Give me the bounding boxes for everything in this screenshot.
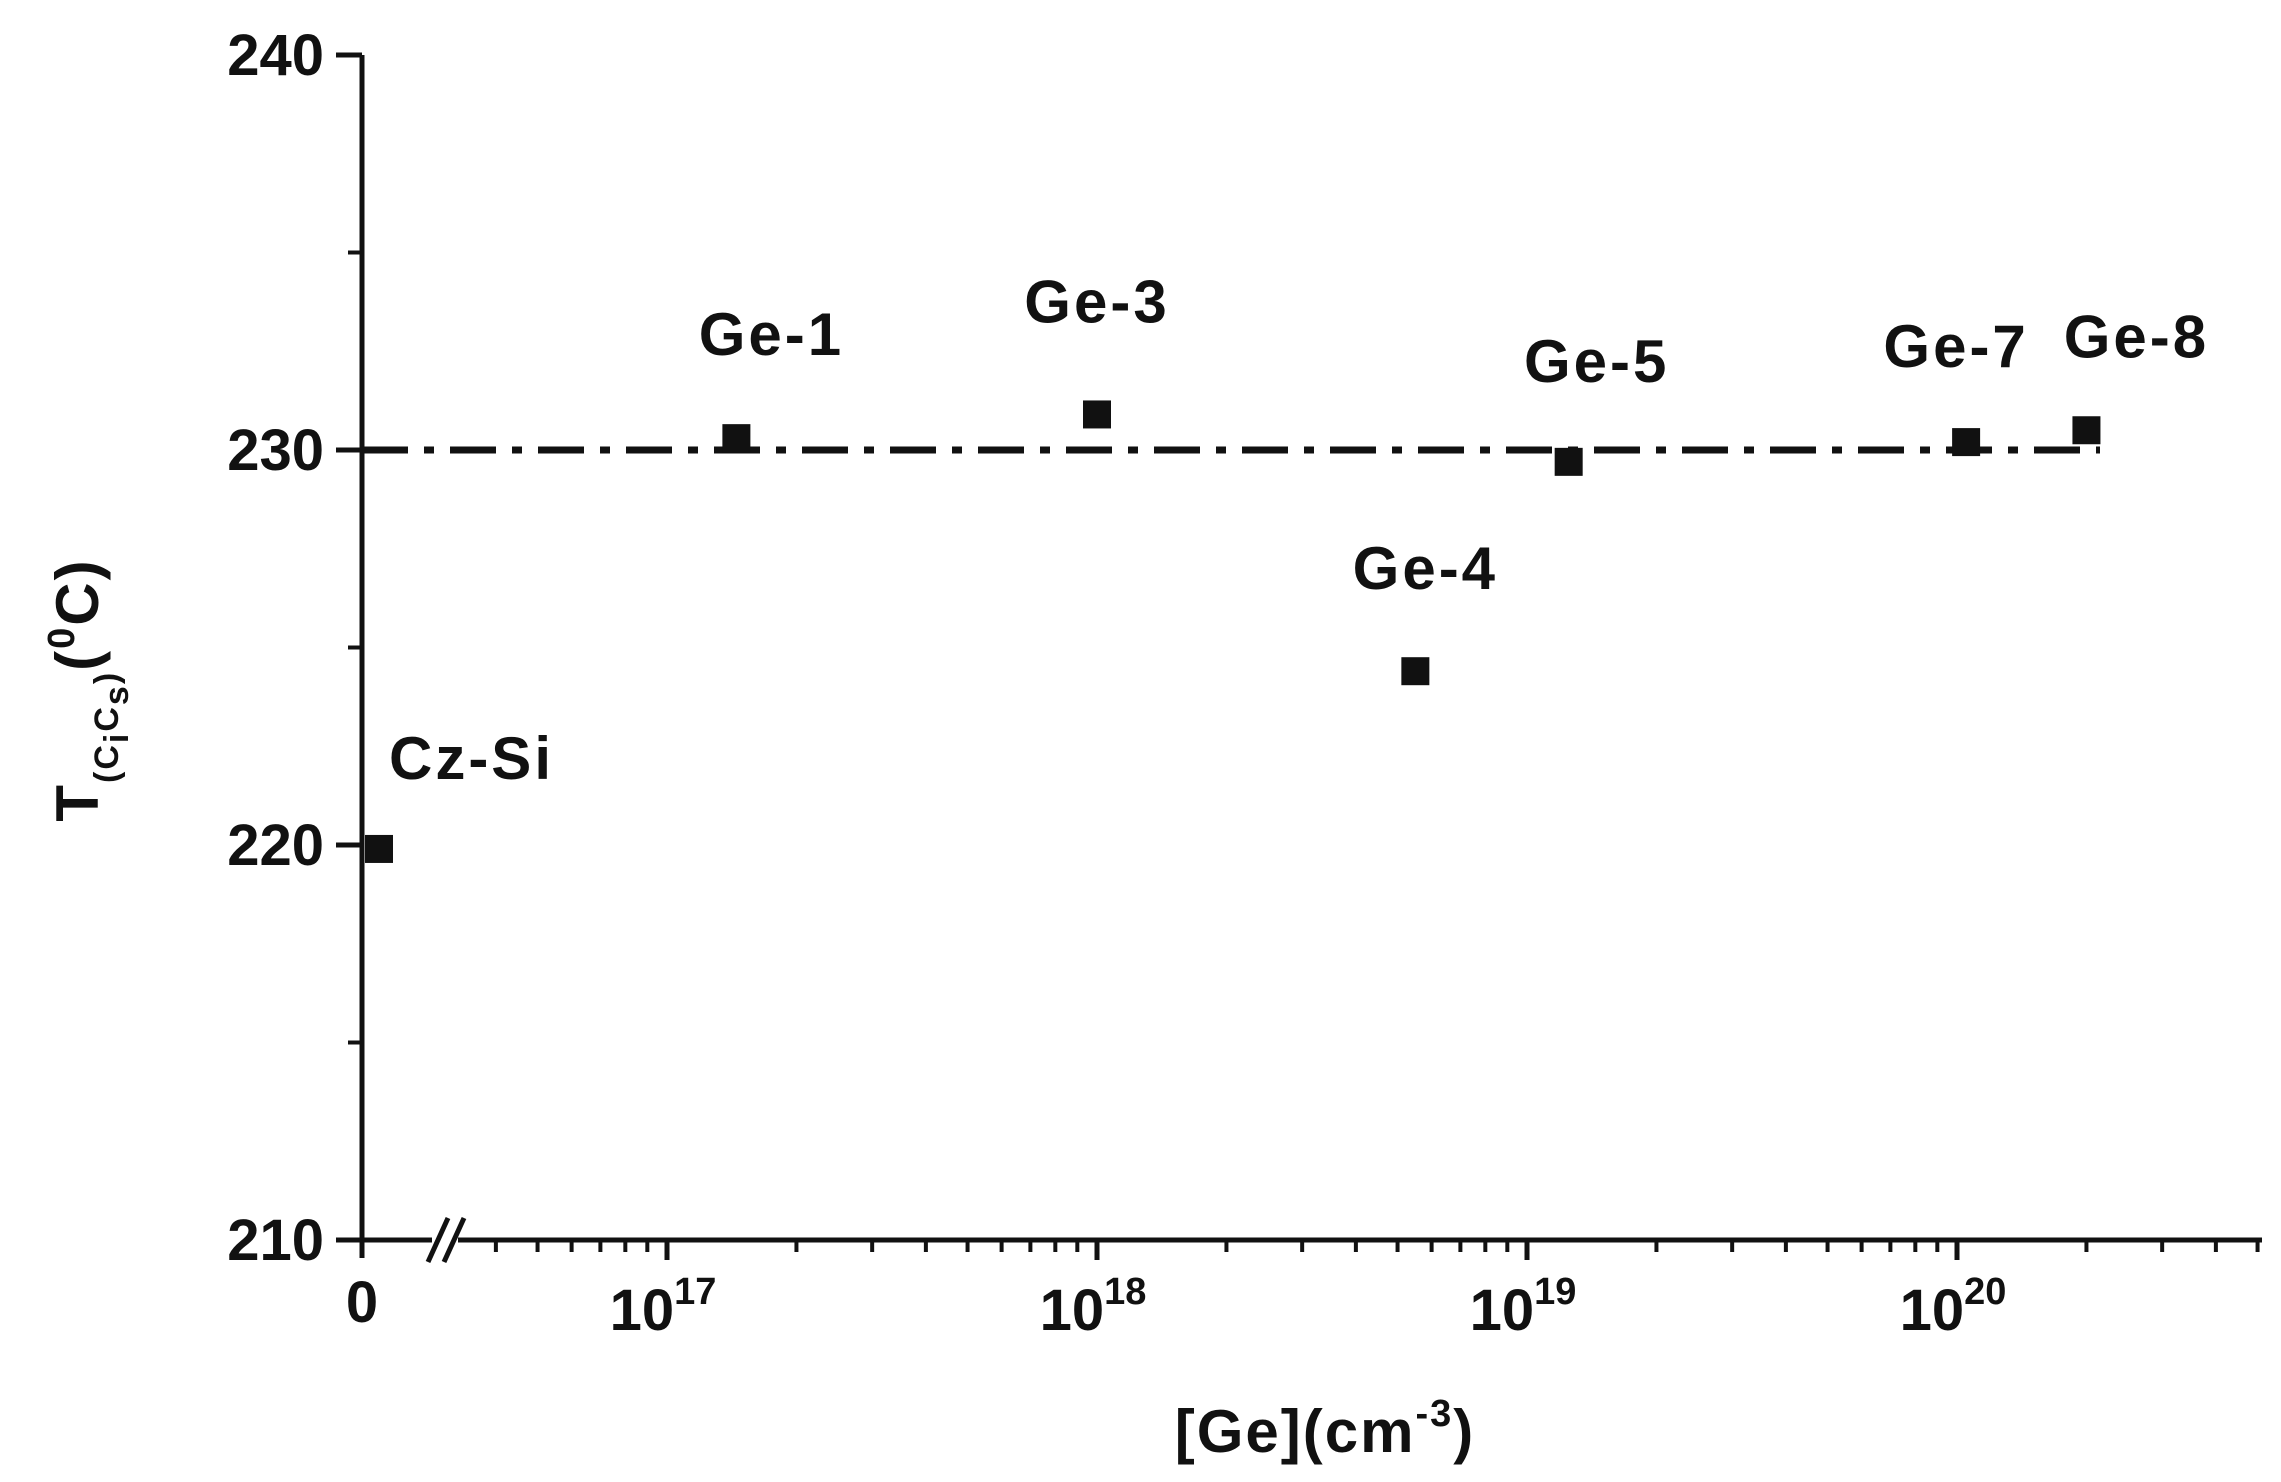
y-tick-label: 210	[227, 1208, 324, 1273]
axes: 210 220 230 240 0 1017 1018 1019 1020	[227, 23, 2262, 1343]
point-label: Ge-7	[1883, 313, 2028, 380]
data-point	[2072, 416, 2101, 445]
x-tick-label: 1020	[1900, 1271, 2007, 1343]
x-tick-label: 1018	[1040, 1271, 1147, 1343]
data-point	[1554, 447, 1583, 476]
y-tick-label: 220	[227, 813, 324, 878]
data-point	[1401, 657, 1430, 686]
data-point	[365, 834, 393, 863]
point-label: Ge-8	[2064, 303, 2209, 370]
data-point	[1952, 428, 1981, 457]
data-point	[722, 424, 751, 453]
data-point	[1083, 400, 1111, 429]
axis-break-mark	[441, 1216, 467, 1264]
point-label: Cz-Si	[389, 725, 554, 792]
axis-titles: [Ge](cm-3) T(CiCs)(0C)	[41, 558, 1475, 1465]
point-label: Ge-4	[1353, 535, 1498, 602]
y-tick-label: 230	[227, 418, 324, 483]
y-tick-label: 240	[227, 23, 324, 88]
point-labels: Cz-Si Ge-1 Ge-3 Ge-4 Ge-5 Ge-7 Ge-8	[389, 268, 2209, 792]
x-tick-label: 1019	[1470, 1271, 1577, 1343]
axis-break-mark	[425, 1216, 451, 1264]
data-points	[365, 400, 2101, 863]
x-tick-label: 1017	[610, 1271, 717, 1343]
point-label: Ge-3	[1024, 268, 1169, 335]
y-axis-title: T(CiCs)(0C)	[41, 558, 136, 821]
x-zero-label: 0	[346, 1270, 378, 1335]
x-axis-title: [Ge](cm-3)	[1175, 1393, 1475, 1465]
point-label: Ge-1	[699, 301, 844, 368]
point-label: Ge-5	[1524, 328, 1669, 395]
